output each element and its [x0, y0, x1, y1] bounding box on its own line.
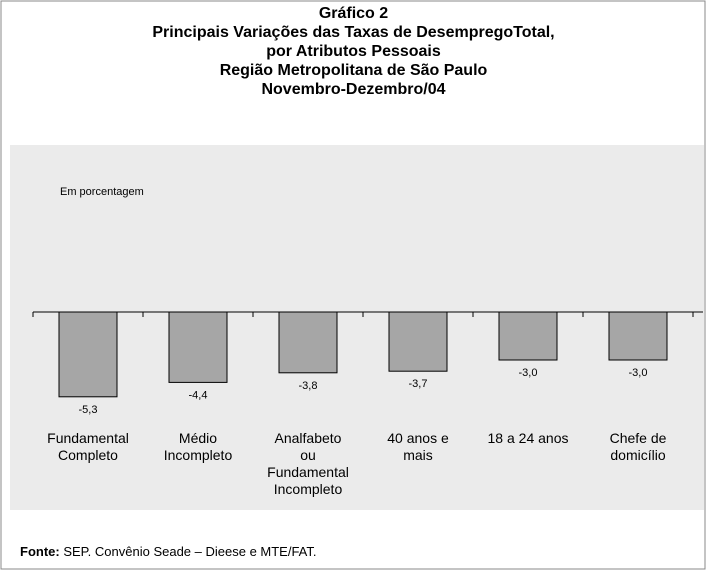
source: Fonte: SEP. Convênio Seade – Dieese e MT… — [20, 544, 317, 559]
bar — [58, 311, 118, 398]
bar — [278, 311, 338, 374]
value-label: -4,4 — [189, 389, 208, 401]
chart-title: Gráfico 2 Principais Variações das Taxas… — [152, 5, 555, 98]
x-tick-label: 18 a 24 anos — [487, 430, 569, 446]
value-label: -3,0 — [519, 367, 538, 379]
x-tick-label: Analfabeto ou Fundamental Incompleto — [267, 430, 349, 497]
x-tick-label: Médio Incompleto — [163, 430, 233, 463]
bar — [168, 311, 228, 383]
value-label: -5,3 — [79, 404, 98, 416]
value-label: -3,7 — [409, 378, 428, 390]
x-tick-label: Chefe de domicílio — [609, 430, 667, 463]
plot-area — [10, 145, 704, 510]
source-text: SEP. Convênio Seade – Dieese e MTE/FAT. — [63, 544, 317, 559]
source-label: Fonte: — [20, 544, 60, 559]
value-label: -3,0 — [629, 367, 648, 379]
bar — [388, 311, 448, 372]
bar — [608, 311, 668, 361]
x-tick-label: Fundamental Completo — [47, 430, 129, 463]
x-tick-label: 40 anos e mais — [387, 430, 449, 463]
value-label: -3,8 — [299, 380, 318, 392]
bar — [498, 311, 558, 361]
subtitle: Em porcentagem — [60, 186, 144, 198]
